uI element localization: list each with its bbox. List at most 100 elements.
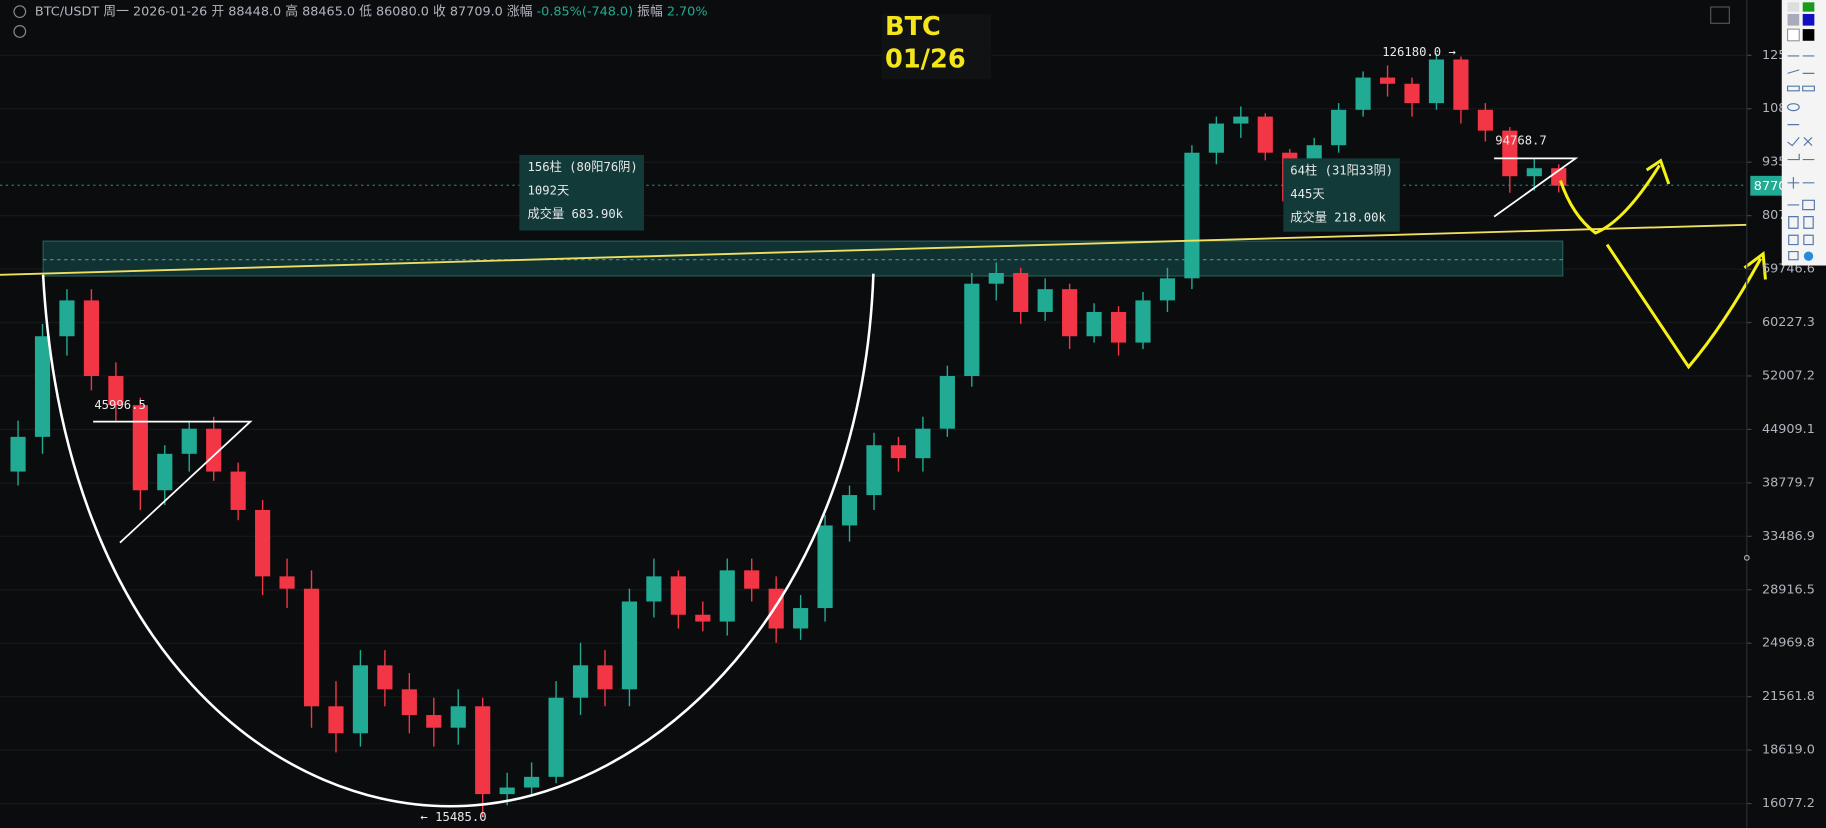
candle-body <box>1477 109 1493 131</box>
weekday: 周一 <box>103 4 129 19</box>
triangle-left <box>93 420 253 544</box>
candle-body <box>964 283 980 377</box>
candle-body <box>1526 168 1542 177</box>
low: 低 86080.0 <box>359 4 429 19</box>
bars-count: 64柱 (31阳33阴) <box>1290 163 1393 178</box>
low-marker: ← 15485.0 <box>420 810 486 824</box>
candle-body <box>1135 300 1151 343</box>
candle-body <box>1037 289 1053 312</box>
candle-body <box>1184 152 1200 279</box>
tool-icons[interactable] <box>1786 55 1815 261</box>
tool-icon[interactable] <box>1786 28 1800 42</box>
candle-body <box>1502 130 1518 177</box>
collapse-icon[interactable] <box>13 5 27 19</box>
arrow-up-1 <box>1559 158 1671 235</box>
candle-body <box>499 787 515 795</box>
tool-icon[interactable] <box>1802 13 1815 26</box>
candle-body <box>621 601 638 690</box>
change-label: 涨幅 <box>507 4 533 19</box>
candle-body <box>768 588 784 629</box>
candle-body <box>548 697 564 777</box>
candle-body <box>915 428 931 459</box>
y-tick-label: 18619.0 <box>1762 743 1815 758</box>
candle-body <box>890 445 907 459</box>
volume: 成交量 683.90k <box>528 206 624 221</box>
tool-icon[interactable] <box>1802 2 1815 12</box>
y-tick-label: 60227.3 <box>1762 315 1815 330</box>
y-tick-label: 38779.7 <box>1762 475 1815 490</box>
tool-icon[interactable] <box>1787 2 1800 12</box>
y-tick-label: 28916.5 <box>1762 582 1815 597</box>
candle-body <box>695 614 711 622</box>
days-count: 445天 <box>1290 187 1324 201</box>
candle-body <box>988 272 1004 284</box>
candle-body <box>1355 77 1371 110</box>
days-count: 1092天 <box>528 183 570 197</box>
candle-body <box>328 706 344 734</box>
candle-body <box>1453 59 1469 110</box>
y-tick-label: 52007.2 <box>1762 368 1815 383</box>
fullscreen-icon[interactable] <box>1710 6 1730 24</box>
candle-body <box>108 376 124 406</box>
level-label: 94768.7 <box>1495 133 1547 147</box>
candle-body <box>377 665 393 690</box>
amplitude: 2.70% <box>667 4 708 19</box>
candle-body <box>59 300 75 337</box>
y-tick-label: 16077.2 <box>1762 796 1815 811</box>
candle-body <box>34 336 51 437</box>
candle-body <box>1159 278 1176 301</box>
tool-icon[interactable] <box>1787 13 1800 26</box>
tool-icon[interactable] <box>1803 251 1814 261</box>
close-label: 收 <box>433 4 446 19</box>
candle-body <box>1062 289 1078 337</box>
candle-body <box>1208 123 1224 153</box>
candle-body <box>1428 59 1445 104</box>
candle-body <box>841 495 858 526</box>
title-box <box>881 13 992 80</box>
candle-body <box>132 405 148 491</box>
candle-body <box>524 776 540 788</box>
candle-body <box>450 706 466 728</box>
candle-body <box>670 576 686 615</box>
cup-arc <box>41 273 875 808</box>
candle-body <box>939 376 955 429</box>
date: 2026-01-26 <box>133 4 207 19</box>
title-date: 01/26 <box>885 45 966 75</box>
settings-icon[interactable] <box>13 25 27 38</box>
candle-body <box>401 689 417 716</box>
candle-body <box>719 570 735 622</box>
candle-body <box>1110 311 1127 343</box>
y-tick-label: 44909.1 <box>1762 422 1815 437</box>
candle-body <box>817 525 833 609</box>
triangle-right <box>1493 157 1579 218</box>
candle-body <box>279 576 295 589</box>
level-label: 45996.5 <box>94 398 146 412</box>
candle-body <box>181 428 197 454</box>
candle-body <box>426 715 442 728</box>
y-tick-label: 33486.9 <box>1762 529 1815 544</box>
candle-body <box>1379 77 1396 84</box>
candle-body <box>572 665 589 698</box>
candle-body <box>1257 116 1273 153</box>
crosshair-dot <box>1743 554 1750 561</box>
candle-body <box>1233 116 1249 124</box>
title-symbol: BTC <box>885 12 941 42</box>
tool-icon[interactable] <box>1802 29 1815 41</box>
trend-line <box>0 223 1747 276</box>
open: 开 88448.0 <box>211 4 281 19</box>
candle-body <box>646 576 662 602</box>
zone-box <box>42 240 1564 277</box>
candle-body <box>157 453 173 491</box>
toolbar <box>1781 0 1826 266</box>
bars-count: 156柱 (80阳76阴) <box>528 159 638 174</box>
high: 高 88465.0 <box>285 3 355 19</box>
symbol: BTC/USDT <box>35 4 99 19</box>
candle-body <box>83 300 99 377</box>
candle-body <box>1404 83 1420 104</box>
close: 87709.0 <box>450 4 503 19</box>
candle-body <box>866 445 882 496</box>
y-tick-label: 21561.8 <box>1762 689 1815 704</box>
candle-body <box>793 608 809 629</box>
